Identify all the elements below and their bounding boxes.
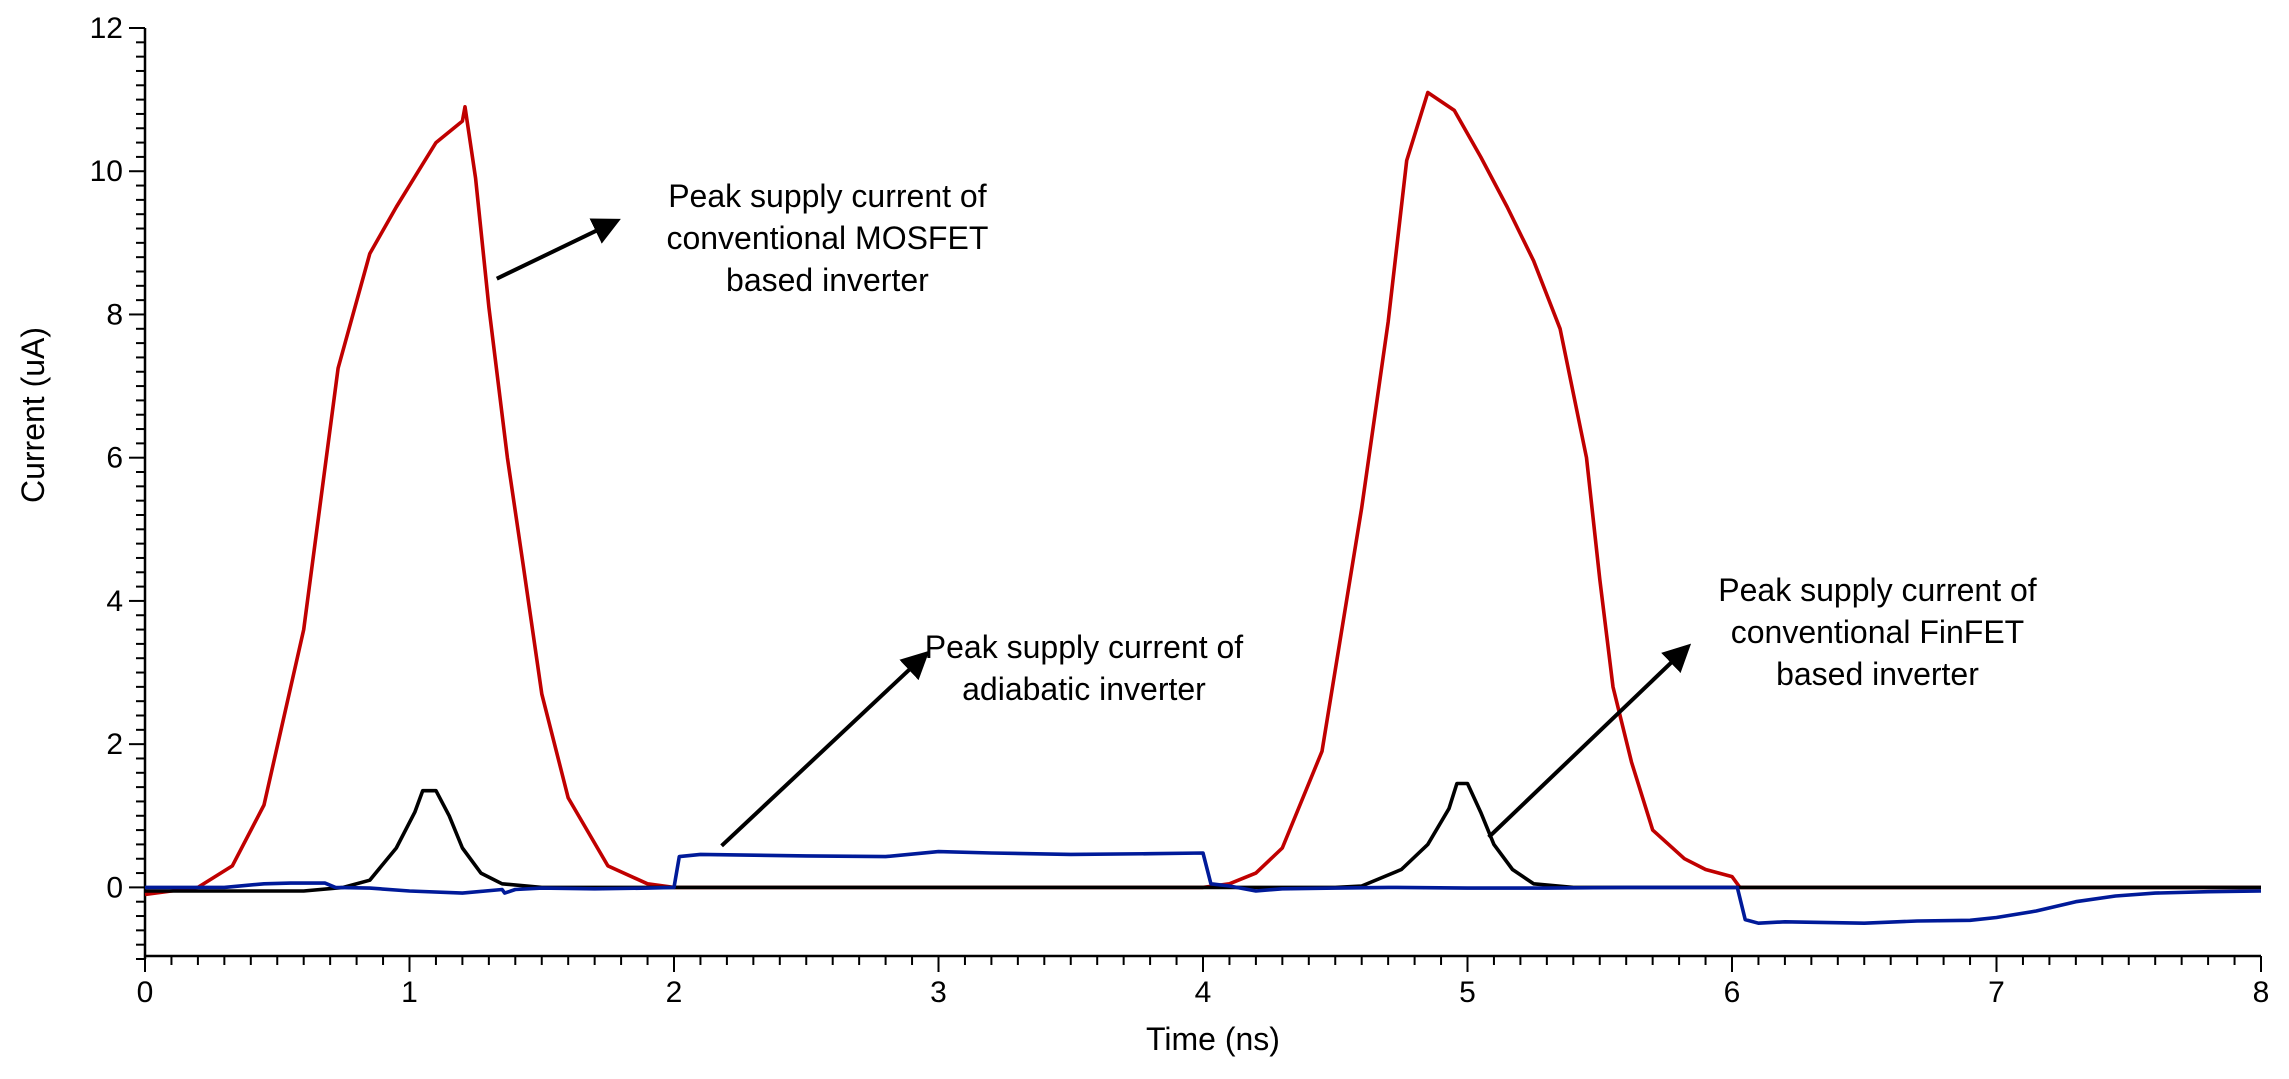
y-tick-label: 12	[90, 12, 123, 45]
annotation-text-3-line-3: based inverter	[1776, 656, 1979, 692]
annotation-text-1-line-1: Peak supply current of	[668, 178, 987, 214]
y-tick-label: 8	[106, 298, 123, 331]
x-tick-label: 6	[1724, 976, 1741, 1009]
x-axis-title: Time (ns)	[1146, 1021, 1280, 1057]
x-tick-label: 0	[137, 976, 154, 1009]
x-tick-label: 2	[666, 976, 683, 1009]
annotation-arrow-1	[495, 218, 621, 281]
annotation-text-1-line-2: conventional MOSFET	[666, 220, 988, 256]
annotation-text-2-line-1: Peak supply current of	[925, 629, 1244, 665]
annotation-text-3-line-1: Peak supply current of	[1718, 572, 2037, 608]
series-line-1	[144, 90, 2261, 897]
annotation-text-2-line-2: adiabatic inverter	[962, 671, 1206, 707]
x-tick-label: 8	[2253, 976, 2270, 1009]
series-line-2	[145, 781, 2261, 893]
annotation-layer: Peak supply current of conventional MOSFE…	[495, 178, 2037, 848]
x-tick-label: 3	[930, 976, 947, 1009]
series-line-3	[145, 849, 2262, 925]
x-tick-label: 1	[401, 976, 418, 1009]
x-tick-label: 7	[1988, 976, 2005, 1009]
y-tick-label: 4	[106, 585, 123, 618]
y-tick-label: 6	[106, 442, 123, 475]
annotation-text-3-line-2: conventional FinFET	[1731, 614, 2024, 650]
y-axis-title: Current (uA)	[15, 327, 51, 503]
annotation-text-1-line-3: based inverter	[726, 262, 929, 298]
y-tick-label: 2	[106, 728, 123, 761]
y-tick-label: 10	[90, 155, 123, 188]
series-layer	[144, 90, 2262, 925]
y-tick-label: 0	[106, 871, 123, 904]
x-tick-label: 4	[1195, 976, 1212, 1009]
x-tick-label: 5	[1459, 976, 1476, 1009]
annotation-arrow-2	[720, 650, 930, 848]
annotation-arrow-3	[1487, 643, 1692, 839]
